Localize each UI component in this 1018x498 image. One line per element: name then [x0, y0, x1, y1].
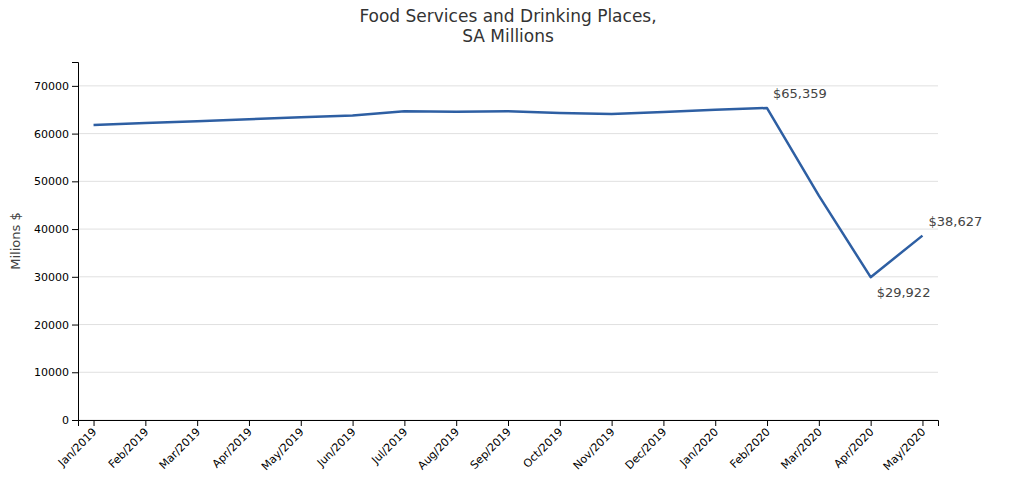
x-axis-line	[79, 421, 939, 427]
y-tick: 10000	[34, 366, 78, 379]
x-tick: Apr/2019	[210, 420, 255, 471]
x-tick-label: Aug/2019	[415, 426, 462, 473]
y-axis-title: Milions $	[8, 212, 23, 269]
line	[94, 108, 923, 277]
x-tick-mark	[871, 420, 872, 426]
x-tick-label: May/2020	[881, 426, 929, 474]
x-tick: Sep/2019	[468, 420, 514, 472]
x-tick-mark	[94, 420, 95, 426]
x-tick-mark	[560, 420, 561, 426]
x-tick: Feb/2019	[106, 420, 151, 471]
x-tick: Nov/2019	[571, 420, 618, 472]
y-tick-mark	[72, 229, 78, 230]
title-line: Food Services and Drinking Places,	[359, 6, 656, 26]
y-tick: 50000	[34, 175, 78, 188]
x-tick-label: Apr/2019	[210, 426, 255, 471]
x-tick-mark	[819, 420, 820, 426]
title: Food Services and Drinking Places,SA Mil…	[359, 6, 656, 46]
x-tick-label: Jun/2019	[314, 426, 358, 470]
x-tick-mark	[404, 420, 405, 426]
y-tick: 70000	[34, 80, 78, 93]
y-tick-label: 0	[62, 414, 69, 427]
x-tick-mark	[715, 420, 716, 426]
y-tick-mark	[72, 372, 78, 373]
annotation: $38,627	[928, 214, 982, 229]
y-axis: 0 10000 20000 30000 40000 50000 60000 70000	[34, 63, 79, 428]
x-tick-mark	[612, 420, 613, 426]
x-tick-mark	[767, 420, 768, 426]
y-tick-mark	[72, 86, 78, 87]
y-tick-label: 20000	[34, 319, 69, 332]
x-tick-label: Apr/2020	[831, 426, 876, 471]
x-tick: Mar/2020	[778, 420, 824, 472]
x-tick-mark	[663, 420, 664, 426]
x-tick-label: Dec/2019	[623, 426, 670, 473]
y-tick-mark	[72, 325, 78, 326]
y-tick: 20000	[34, 319, 78, 332]
y-tick-label: 10000	[34, 366, 69, 379]
annotation: $29,922	[877, 285, 931, 300]
y-tick: 30000	[34, 271, 78, 284]
y-tick-label: 60000	[34, 128, 69, 141]
y-tick: 0	[62, 414, 78, 427]
x-tick: Dec/2019	[623, 420, 670, 472]
x-axis: Jan/2019Feb/2019Mar/2019Apr/2019May/2019…	[55, 420, 938, 473]
x-tick: Jul/2019	[369, 420, 411, 467]
x-tick-mark	[508, 420, 509, 426]
x-tick-label: Mar/2019	[157, 426, 203, 472]
y-tick: 40000	[34, 223, 78, 236]
x-tick-mark	[922, 420, 923, 426]
grid-line	[78, 276, 938, 277]
x-tick-label: Feb/2020	[728, 426, 773, 471]
x-tick: Aug/2019	[415, 420, 462, 472]
y-tick-mark	[72, 134, 78, 135]
x-tick-mark	[249, 420, 250, 426]
x-tick: Jan/2019	[55, 420, 99, 470]
title-line: SA Millions	[462, 26, 554, 46]
chart: 0 10000 20000 30000 40000 50000 60000 70000 Jan/…	[0, 0, 1018, 498]
y-axis-line	[72, 63, 79, 421]
x-tick-label: Jan/2019	[55, 426, 99, 470]
y-tick-label: 70000	[34, 80, 69, 93]
grid-line	[78, 372, 938, 373]
x-tick-label: Jan/2020	[677, 426, 721, 470]
x-tick: Oct/2019	[521, 420, 566, 471]
y-tick: 60000	[34, 128, 78, 141]
grid	[78, 86, 938, 420]
annotation: $65,359	[773, 86, 827, 101]
x-tick-label: Sep/2019	[468, 426, 514, 472]
x-tick-label: May/2019	[259, 426, 307, 474]
x-tick-mark	[353, 420, 354, 426]
x-tick: May/2020	[881, 420, 929, 473]
x-tick: May/2019	[259, 420, 307, 473]
y-tick-mark	[72, 277, 78, 278]
y-tick-label: 50000	[34, 175, 69, 188]
x-tick-label: Feb/2019	[106, 426, 151, 471]
x-tick-mark	[456, 420, 457, 426]
x-tick-label: Oct/2019	[521, 426, 566, 471]
grid-line	[78, 324, 938, 325]
x-tick: Jun/2019	[314, 420, 358, 470]
y-tick-mark	[72, 181, 78, 182]
plot-area: 0 10000 20000 30000 40000 50000 60000 70000 Jan/…	[34, 63, 982, 474]
annotations: $65,359 $29,922 $38,627	[773, 86, 982, 300]
grid-line	[78, 133, 938, 134]
x-tick-mark	[145, 420, 146, 426]
x-tick-mark	[197, 420, 198, 426]
y-tick-label: 30000	[34, 271, 69, 284]
x-tick-label: Nov/2019	[571, 426, 618, 473]
x-tick: Feb/2020	[728, 420, 773, 471]
grid-line	[78, 229, 938, 230]
y-tick-label: 40000	[34, 223, 69, 236]
x-tick: Apr/2020	[831, 420, 876, 471]
x-tick: Jan/2020	[677, 420, 721, 470]
x-tick: Mar/2019	[157, 420, 203, 472]
x-tick-mark	[301, 420, 302, 426]
y-tick-mark	[72, 420, 78, 421]
x-tick-label: Mar/2020	[778, 426, 824, 472]
series	[94, 108, 923, 277]
x-tick-label: Jul/2019	[369, 426, 411, 468]
